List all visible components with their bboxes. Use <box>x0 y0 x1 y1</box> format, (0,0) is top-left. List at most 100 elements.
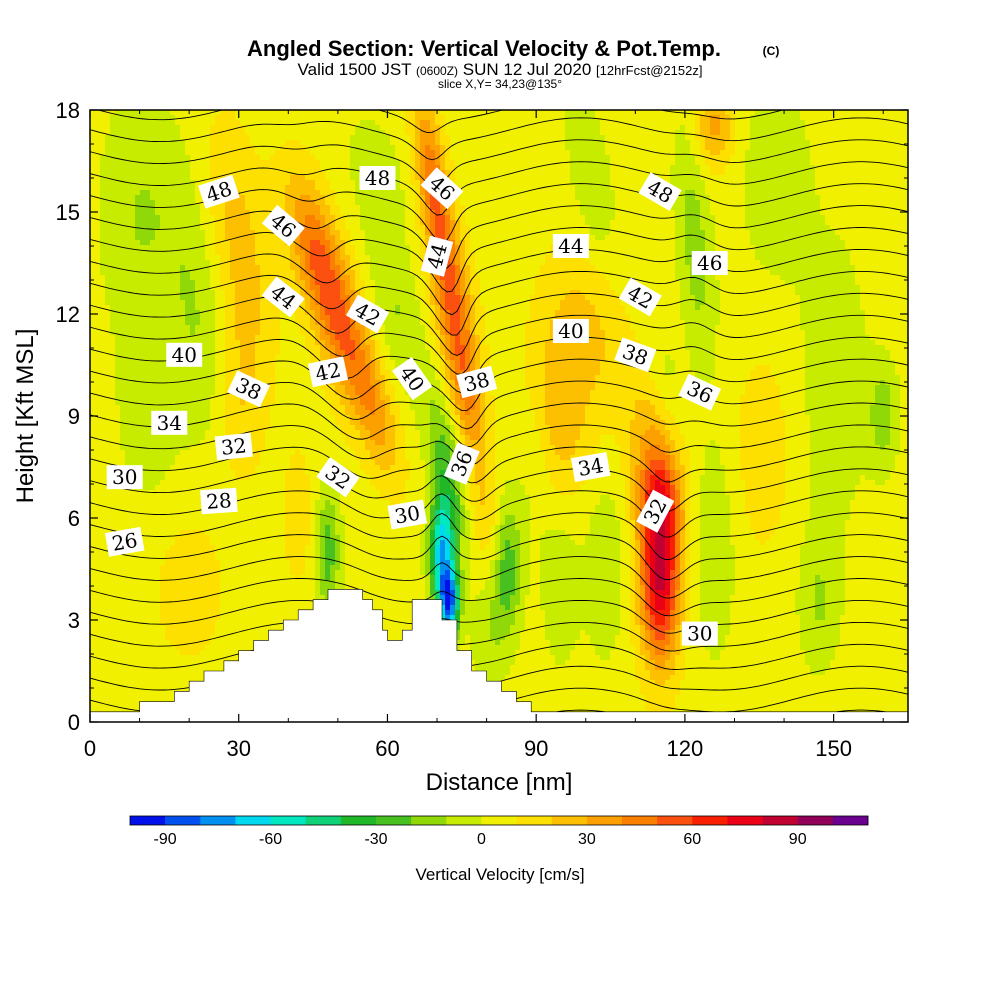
velocity-cell <box>595 145 601 151</box>
velocity-cell <box>675 215 681 221</box>
velocity-cell <box>125 130 131 136</box>
velocity-cell <box>290 250 296 256</box>
velocity-cell <box>230 130 236 136</box>
velocity-cell <box>570 110 576 116</box>
velocity-cell <box>720 235 726 241</box>
velocity-cell <box>695 200 701 206</box>
velocity-cell <box>100 235 106 241</box>
velocity-cell <box>115 130 121 136</box>
velocity-cell <box>385 125 391 131</box>
velocity-cell <box>905 240 908 246</box>
velocity-cell <box>530 185 536 191</box>
velocity-cell <box>660 250 666 256</box>
velocity-cell <box>615 230 621 236</box>
velocity-cell <box>400 195 406 201</box>
velocity-cell <box>865 250 871 256</box>
velocity-cell <box>560 130 566 136</box>
velocity-cell <box>590 215 596 221</box>
velocity-cell <box>815 140 821 146</box>
velocity-cell <box>170 200 176 206</box>
velocity-cell <box>855 240 861 246</box>
velocity-cell <box>760 125 766 131</box>
velocity-cell <box>110 135 116 141</box>
velocity-cell <box>505 130 511 136</box>
velocity-cell <box>210 230 216 236</box>
velocity-cell <box>680 170 686 176</box>
velocity-cell <box>210 160 216 166</box>
velocity-cell <box>555 125 561 131</box>
velocity-cell <box>100 185 106 191</box>
velocity-cell <box>690 140 696 146</box>
velocity-cell <box>775 180 781 186</box>
velocity-cell <box>395 145 401 151</box>
velocity-cell <box>370 225 376 231</box>
velocity-cell <box>260 160 266 166</box>
velocity-cell <box>180 200 186 206</box>
velocity-cell <box>845 170 851 176</box>
velocity-cell <box>300 215 306 221</box>
velocity-cell <box>240 260 246 266</box>
velocity-cell <box>780 255 786 261</box>
velocity-cell <box>235 200 241 206</box>
velocity-cell <box>250 155 256 161</box>
velocity-cell <box>700 160 706 166</box>
velocity-cell <box>445 110 451 116</box>
velocity-cell <box>440 115 446 121</box>
velocity-cell <box>205 230 211 236</box>
velocity-cell <box>95 185 101 191</box>
velocity-cell <box>650 210 656 216</box>
velocity-cell <box>215 120 221 126</box>
velocity-cell <box>630 130 636 136</box>
velocity-cell <box>370 125 376 131</box>
velocity-cell <box>360 140 366 146</box>
velocity-cell <box>185 220 191 226</box>
velocity-cell <box>95 125 101 131</box>
velocity-cell <box>475 170 481 176</box>
velocity-cell <box>880 245 886 251</box>
velocity-cell <box>185 175 191 181</box>
velocity-cell <box>815 225 821 231</box>
velocity-cell <box>295 135 301 141</box>
velocity-cell <box>615 175 621 181</box>
velocity-cell <box>205 170 211 176</box>
velocity-cell <box>890 160 896 166</box>
velocity-cell <box>630 115 636 121</box>
velocity-cell <box>860 200 866 206</box>
velocity-cell <box>885 130 891 136</box>
velocity-cell <box>720 145 726 151</box>
velocity-cell <box>900 180 906 186</box>
velocity-cell <box>645 125 651 131</box>
velocity-cell <box>605 115 611 121</box>
velocity-cell <box>700 170 706 176</box>
velocity-cell <box>485 165 491 171</box>
velocity-cell <box>145 255 151 261</box>
velocity-cell <box>885 115 891 121</box>
velocity-cell <box>395 255 401 261</box>
velocity-cell <box>145 165 151 171</box>
velocity-cell <box>605 200 611 206</box>
velocity-cell <box>785 125 791 131</box>
velocity-cell <box>130 250 136 256</box>
velocity-cell <box>490 230 496 236</box>
velocity-cell <box>815 175 821 181</box>
velocity-cell <box>535 110 541 116</box>
velocity-cell <box>885 235 891 241</box>
velocity-cell <box>860 195 866 201</box>
velocity-cell <box>550 150 556 156</box>
velocity-cell <box>365 200 371 206</box>
velocity-cell <box>520 155 526 161</box>
velocity-cell <box>660 125 666 131</box>
velocity-cell <box>115 125 121 131</box>
velocity-cell <box>140 225 146 231</box>
velocity-cell <box>130 220 136 226</box>
velocity-cell <box>815 205 821 211</box>
velocity-cell <box>225 220 231 226</box>
velocity-cell <box>280 245 286 251</box>
velocity-cell <box>490 180 496 186</box>
velocity-cell <box>730 240 736 246</box>
velocity-cell <box>735 200 741 206</box>
velocity-cell <box>305 150 311 156</box>
velocity-cell <box>450 130 456 136</box>
velocity-cell <box>95 190 101 196</box>
velocity-cell <box>900 155 906 161</box>
